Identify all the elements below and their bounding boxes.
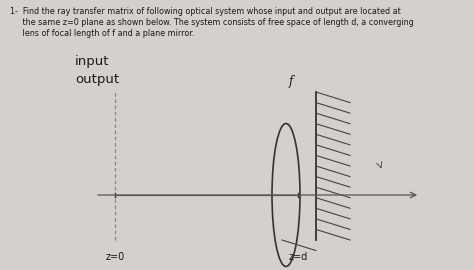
Text: input: input xyxy=(75,55,109,68)
Text: output: output xyxy=(75,73,119,86)
Text: z=0: z=0 xyxy=(105,252,125,262)
Text: lens of focal length of f and a plane mirror.: lens of focal length of f and a plane mi… xyxy=(10,29,194,38)
Text: the same z=0 plane as shown below. The system consists of free space of length d: the same z=0 plane as shown below. The s… xyxy=(10,18,414,27)
Text: f: f xyxy=(289,75,293,88)
Text: z=d: z=d xyxy=(288,252,308,262)
Text: 1-  Find the ray transfer matrix of following optical system whose input and out: 1- Find the ray transfer matrix of follo… xyxy=(10,7,401,16)
